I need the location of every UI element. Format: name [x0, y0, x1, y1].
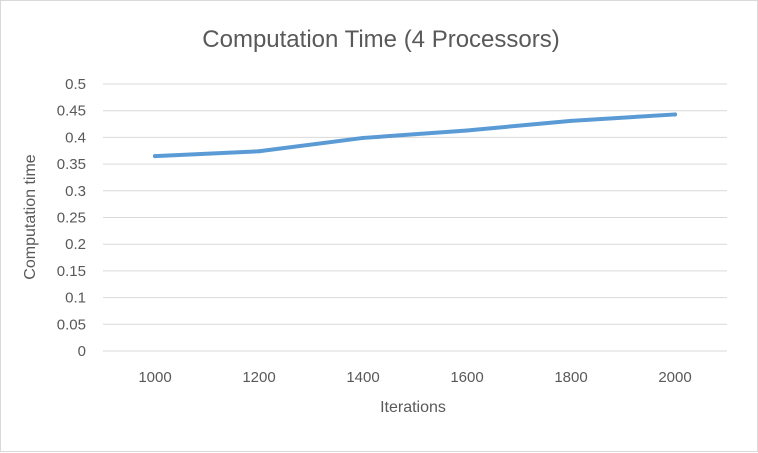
data-point	[257, 149, 261, 154]
x-axis-ticks: 1000 1200 1400 1600 1800 2000	[138, 369, 691, 386]
y-axis-label: Computation time	[22, 154, 39, 279]
y-tick-label: 0.35	[57, 156, 86, 173]
y-axis-ticks: 0 0.05 0.1 0.15 0.2 0.25 0.3 0.35 0.4 0.45 0.5	[57, 76, 86, 360]
x-tick-label: 1000	[138, 369, 171, 386]
x-axis-label: Iterations	[380, 399, 446, 416]
y-tick-label: 0.15	[57, 263, 86, 280]
y-tick-label: 0.1	[65, 290, 86, 307]
y-tick-label: 0.4	[65, 129, 86, 146]
data-point	[569, 118, 573, 123]
series-line	[153, 112, 677, 159]
x-tick-label: 1200	[242, 369, 275, 386]
y-tick-label: 0.25	[57, 210, 86, 227]
x-tick-label: 2000	[658, 369, 691, 386]
y-tick-label: 0	[78, 343, 86, 360]
x-tick-label: 1800	[554, 369, 587, 386]
data-point	[153, 154, 157, 159]
chart-title: Computation Time (4 Processors)	[202, 26, 559, 53]
series-layer	[153, 112, 677, 159]
y-tick-label: 0.05	[57, 316, 86, 333]
y-tick-label: 0.5	[65, 76, 86, 93]
data-point	[673, 112, 677, 117]
x-tick-label: 1600	[450, 369, 483, 386]
gridlines	[103, 83, 727, 352]
y-tick-label: 0.45	[57, 103, 86, 120]
x-tick-label: 1400	[346, 369, 379, 386]
y-tick-label: 0.3	[65, 183, 86, 200]
data-point	[361, 135, 365, 140]
y-tick-label: 0.2	[65, 236, 86, 253]
data-point	[465, 128, 469, 133]
